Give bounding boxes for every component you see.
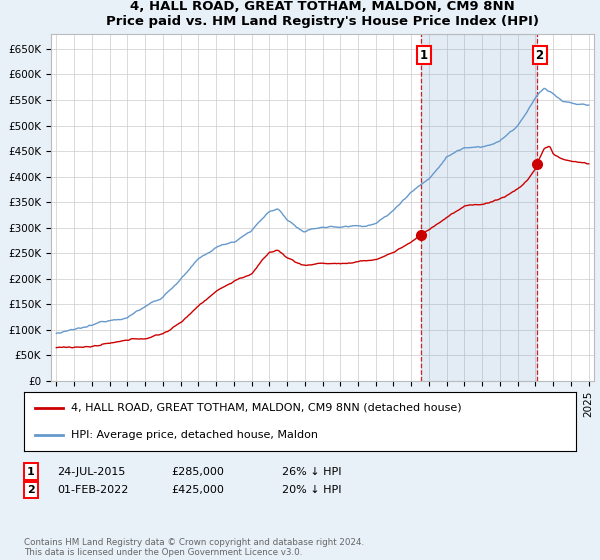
Text: HPI: Average price, detached house, Maldon: HPI: Average price, detached house, Mald… xyxy=(71,430,318,440)
Text: 2: 2 xyxy=(27,485,35,495)
Text: 20% ↓ HPI: 20% ↓ HPI xyxy=(282,485,341,495)
Text: 26% ↓ HPI: 26% ↓ HPI xyxy=(282,466,341,477)
Title: 4, HALL ROAD, GREAT TOTHAM, MALDON, CM9 8NN
Price paid vs. HM Land Registry's Ho: 4, HALL ROAD, GREAT TOTHAM, MALDON, CM9 … xyxy=(106,0,539,28)
Text: 2: 2 xyxy=(535,49,544,62)
Text: 01-FEB-2022: 01-FEB-2022 xyxy=(57,485,128,495)
Text: 1: 1 xyxy=(420,49,428,62)
Text: 4, HALL ROAD, GREAT TOTHAM, MALDON, CM9 8NN (detached house): 4, HALL ROAD, GREAT TOTHAM, MALDON, CM9 … xyxy=(71,403,461,413)
Bar xyxy=(421,34,537,381)
Text: 1: 1 xyxy=(27,466,35,477)
Text: £425,000: £425,000 xyxy=(171,485,224,495)
Text: 24-JUL-2015: 24-JUL-2015 xyxy=(57,466,125,477)
Text: Contains HM Land Registry data © Crown copyright and database right 2024.
This d: Contains HM Land Registry data © Crown c… xyxy=(24,538,364,557)
Text: £285,000: £285,000 xyxy=(171,466,224,477)
